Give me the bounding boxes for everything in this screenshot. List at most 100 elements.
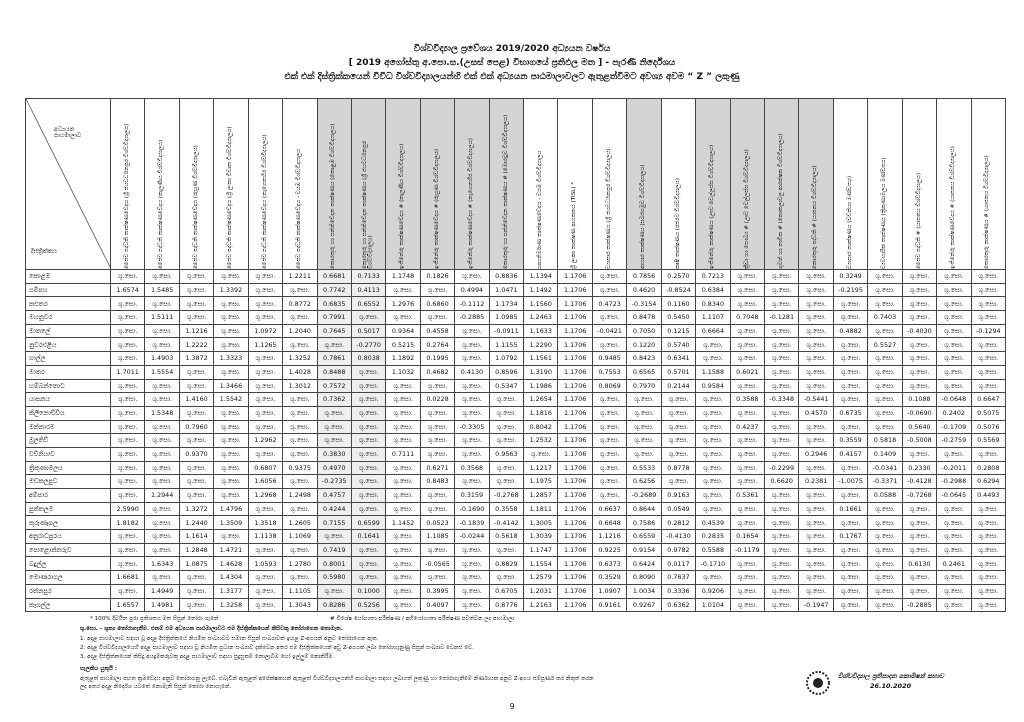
column-header-text: තොරතුරු තාක්ෂණය # (යාපනය විශ්වවිද්‍යාලය)	[984, 155, 991, 269]
cell: -0.2759	[936, 433, 972, 448]
cell: ශු.සො.	[832, 392, 869, 407]
cell: ශු.සො.	[591, 337, 628, 353]
cell: ශු.සො.	[798, 310, 834, 325]
cell: ශු.සො.	[488, 433, 525, 448]
column-header-text: කෘෂි තාක්ෂණය (රජරට විශ්වවිද්‍යාලය)	[674, 178, 681, 269]
cell: ශු.සො.	[144, 515, 180, 531]
cell: 0.5075	[970, 405, 1006, 421]
table-row: කළුතර ශු.සො. ශු.සො. ශු.සො. ශු.සො. ශු.සො. 0.877…	[25, 296, 1006, 312]
cell: ශු.සො.	[385, 570, 421, 585]
cell: 1.1706	[557, 296, 593, 312]
cell: ශු.සො.	[385, 378, 421, 394]
cell: ශු.සො.	[178, 474, 215, 489]
cell: ශු.සො.	[901, 282, 938, 298]
table-row: මඩකලපුව ශු.සො. ශු.සො. ශු.සො. ශු.සො. 1.6056 ශු.…	[25, 474, 1006, 489]
cell: 0.7742	[316, 282, 352, 298]
cell: ශු.සො.	[591, 392, 628, 407]
cell: 0.3159	[454, 488, 490, 503]
cell: 0.2330	[901, 460, 938, 476]
cell: ශු.සො.	[282, 501, 318, 517]
cell: 1.1216	[178, 323, 215, 339]
table-row: නුවරඑළිය ශු.සො. ශු.සො. 1.2222 ශු.සො. 1.1265 ශු…	[25, 337, 1006, 353]
column-header-text: ක්‍රීඩා හා සෞඛ්‍ය # (ඌව වෙල්ලස්ස විශ්වවි…	[743, 149, 750, 269]
cell: -0.2299	[764, 460, 800, 476]
cell: ශු.සො.	[970, 351, 1006, 366]
cell: ශු.සො.	[109, 433, 146, 448]
district-cell: මුලතිව්	[25, 433, 111, 448]
cell: ශු.සො.	[695, 501, 731, 517]
cell: 0.7645	[316, 323, 352, 339]
cell: -0.2689	[626, 488, 662, 503]
cell: 1.1706	[557, 337, 593, 353]
cell: ශු.සො.	[729, 515, 766, 531]
cell: ශු.සො.	[488, 542, 525, 558]
cell: ශු.සො.	[970, 310, 1006, 325]
cell: 0.4157	[832, 446, 869, 462]
cell: ශු.සො.	[867, 351, 903, 366]
cell: ශු.සො.	[419, 433, 456, 448]
cell: 0.8001	[316, 556, 352, 572]
cell: 0.8776	[488, 597, 525, 613]
cell: ශු.සො.	[247, 405, 284, 421]
cell: ශු.සො.	[867, 378, 903, 394]
column-header: ආහාර තාක්ෂණය (සබරගමුව විශ්වවිද්‍යාලය)	[626, 98, 662, 270]
cell: 1.3043	[282, 597, 318, 613]
cell: ශු.සො.	[109, 351, 146, 366]
cell: 1.2440	[178, 515, 215, 531]
cell: 0.3336	[660, 583, 697, 599]
cell: ශු.සො.	[970, 282, 1006, 298]
cell: -0.0421	[591, 323, 628, 339]
cell: ශු.සො.	[626, 446, 662, 462]
district-cell: රත්නපුර	[25, 583, 111, 599]
table-row: බදුල්ල ශු.සො. 1.6343 1.0875 1.4628 1.0593 1.27…	[25, 556, 1006, 572]
cell: 1.4160	[178, 392, 215, 407]
cell: 1.1706	[557, 474, 593, 489]
corner-district: දිස්ත්‍රික්කය	[31, 248, 57, 255]
cell: 0.1409	[867, 446, 903, 462]
cell: 0.7861	[316, 351, 352, 366]
column-header: ක්‍රීඩා හා සෞඛ්‍ය # (ඌව වෙල්ලස්ස විශ්වවි…	[729, 98, 766, 270]
cell: 1.1747	[523, 542, 559, 558]
cell: 1.6681	[109, 570, 146, 585]
cell: ශු.සො.	[936, 282, 972, 298]
footnote: ශු.සො. - ශුන්‍ය තෝරාගැනීම. එනම් එම අධ්‍ය…	[80, 626, 343, 632]
cell: 0.4237	[729, 419, 766, 435]
cell: 1.0875	[178, 556, 215, 572]
cell: ශු.සො.	[970, 364, 1006, 380]
cell: 0.3529	[591, 570, 628, 585]
cell: ශු.සො.	[144, 419, 180, 435]
cell: ශු.සො.	[970, 296, 1006, 312]
cell: 0.3588	[729, 392, 766, 407]
cell: ශු.සො.	[488, 474, 525, 489]
cell: ශු.සො.	[454, 446, 490, 462]
title-line: විශ්වවිද්‍යාල ප්‍රවේශය 2019/2020 අධ්‍යයන…	[413, 44, 611, 54]
column-header: ඉංජිනේරු තාක්ෂණවේදය # (නැගෙනහිර විශ්වවිද…	[454, 98, 490, 270]
cell: 0.4723	[591, 296, 628, 312]
cell: 0.6860	[419, 296, 456, 312]
cell: ශු.සො.	[660, 392, 697, 407]
cell: ශු.සො.	[109, 542, 146, 558]
cell: 1.1452	[385, 515, 421, 531]
corner-cell: අධ්‍යයන පාඨමාලාව දිස්ත්‍රික්කය	[25, 98, 111, 270]
cell: 0.6384	[695, 282, 731, 298]
cell: -0.3305	[454, 419, 490, 435]
cell: ශු.සො.	[970, 583, 1006, 599]
cell: ශු.සො.	[454, 583, 490, 599]
cell: ශු.සො.	[798, 323, 834, 339]
cell: ශු.සො.	[350, 392, 387, 407]
cell: ශු.සො.	[832, 597, 869, 613]
cell: 0.1088	[901, 392, 938, 407]
cell: 1.1706	[557, 556, 593, 572]
note: ඇතුළත් පාඨමාලා පහත ක්‍රමවේදය අනුව තෝරාගන…	[80, 676, 594, 690]
cell: ශු.සො.	[247, 269, 284, 284]
column-header: ව්‍යවහාරික තාක්ෂණය (ත්‍රිකුණාමලය මණ්ඩපය)	[867, 98, 903, 270]
cell: ශු.සො.	[729, 378, 766, 394]
cell: ශු.සො.	[729, 446, 766, 462]
cell: ශු.සො.	[764, 337, 800, 353]
cell: ශු.සො.	[144, 474, 180, 489]
cell: 0.6130	[901, 556, 938, 572]
cell: 0.9267	[626, 597, 662, 613]
cell: ශු.සො.	[764, 296, 800, 312]
cell: ශු.සො.	[454, 392, 490, 407]
cell: 0.5256	[350, 597, 387, 613]
